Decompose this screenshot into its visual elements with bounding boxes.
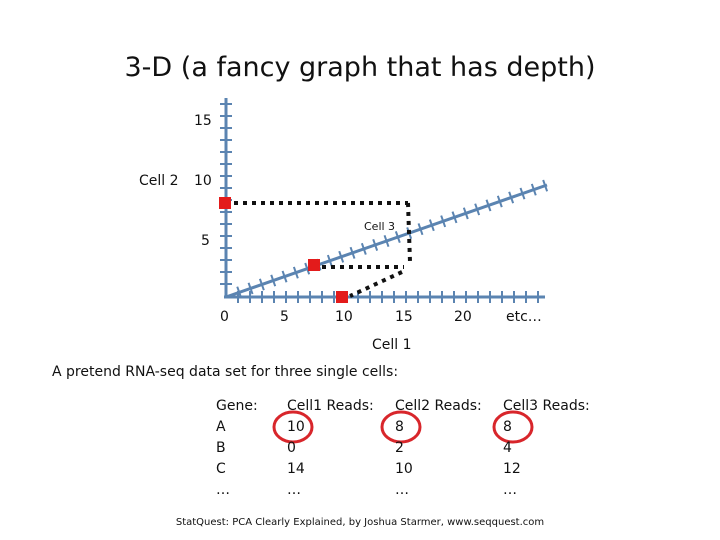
- y-axis-label: Cell 2: [139, 173, 179, 189]
- z-axis-tick: [542, 179, 549, 192]
- projection-guides: [234, 201, 412, 298]
- table-cell: A: [216, 419, 226, 435]
- z-axis-tick: [530, 183, 537, 196]
- y-tick-label-5: 5: [201, 233, 210, 249]
- table-cell: 0: [287, 440, 296, 456]
- z-axis-tick: [281, 270, 288, 283]
- slide-title: 3-D (a fancy graph that has depth): [124, 52, 596, 83]
- footer-credit: StatQuest: PCA Clearly Explained, by Jos…: [175, 517, 545, 528]
- z-axis-tick: [519, 187, 526, 200]
- x-tick-label-10: 10: [335, 309, 353, 325]
- z-axis-tick: [304, 262, 311, 275]
- z-axis-tick: [383, 235, 390, 247]
- z-axis-tick: [451, 211, 458, 224]
- x-tick-label-etc: etc…: [506, 309, 542, 325]
- column-cell3: Cell3 Reads: 8 4 12 …: [503, 396, 590, 501]
- y-tick-label-10: 10: [194, 173, 212, 189]
- marker-data-point: [308, 259, 320, 271]
- marker-cell1: [336, 291, 348, 303]
- table-cell: 10: [287, 419, 305, 435]
- table-cell: 8: [503, 419, 512, 435]
- x-tick-label-15: 15: [395, 309, 413, 325]
- z-axis-tick: [270, 274, 277, 287]
- highlight-cell3-a: [492, 410, 534, 444]
- z-axis-tick: [428, 219, 435, 232]
- table-cell: 2: [395, 440, 404, 456]
- x-axis-label: Cell 1: [372, 337, 412, 353]
- column-cell1: Cell1 Reads: 10 0 14 …: [287, 396, 374, 501]
- y-tick-label-15: 15: [194, 113, 212, 129]
- z-axis-tick: [394, 231, 401, 244]
- table-cell: 10: [395, 461, 413, 477]
- x-tick-label-5: 5: [280, 309, 289, 325]
- z-axis-tick: [508, 191, 515, 204]
- table-cell: …: [503, 482, 517, 498]
- table-cell: B: [216, 440, 226, 456]
- column-header: Cell2 Reads:: [395, 398, 482, 414]
- column-header: Cell1 Reads:: [287, 398, 374, 414]
- z-axis-tick: [360, 242, 367, 255]
- table-cell: 4: [503, 440, 512, 456]
- x-tick-label-0: 0: [220, 309, 229, 325]
- table-cell: …: [216, 482, 230, 498]
- highlight-cell2-a: [380, 410, 422, 444]
- z-axis-tick: [338, 250, 345, 263]
- table-cell: …: [395, 482, 409, 498]
- guide-depth-to-cell1: [349, 270, 403, 298]
- z-axis-tick: [440, 215, 447, 228]
- z-axis-ticks: [236, 179, 549, 299]
- z-axis-tick: [372, 238, 379, 251]
- y-axis-ticks: [220, 103, 232, 285]
- data-caption: A pretend RNA-seq data set for three sin…: [52, 364, 399, 380]
- z-axis-tick: [349, 246, 356, 259]
- z-axis-tick: [247, 282, 254, 295]
- table-cell: …: [287, 482, 301, 498]
- column-header: Gene:: [216, 398, 258, 414]
- marker-cell2: [219, 197, 231, 209]
- column-cell2: Cell2 Reads: 8 2 10 …: [395, 396, 482, 501]
- z-axis-tick: [496, 195, 503, 208]
- x-axis-ticks: [237, 291, 539, 303]
- z-axis-label: Cell 3: [364, 220, 395, 233]
- z-axis-tick: [258, 278, 265, 291]
- highlight-cell1-a: [272, 410, 314, 444]
- table-cell: 12: [503, 461, 521, 477]
- column-header: Cell3 Reads:: [503, 398, 590, 414]
- table-cell: 8: [395, 419, 404, 435]
- z-axis-tick: [462, 207, 469, 220]
- z-axis-tick: [485, 199, 492, 212]
- guide-depth-down: [406, 202, 412, 263]
- table-cell: C: [216, 461, 226, 477]
- z-axis-tick: [292, 266, 299, 279]
- z-axis-tick: [417, 223, 424, 236]
- x-tick-label-20: 20: [454, 309, 472, 325]
- row-a-highlights: [272, 410, 534, 444]
- z-axis-tick: [236, 286, 243, 299]
- z-axis-tick: [326, 254, 333, 267]
- z-axis-tick: [474, 203, 481, 216]
- column-gene: Gene: A B C …: [216, 396, 258, 501]
- table-cell: 14: [287, 461, 305, 477]
